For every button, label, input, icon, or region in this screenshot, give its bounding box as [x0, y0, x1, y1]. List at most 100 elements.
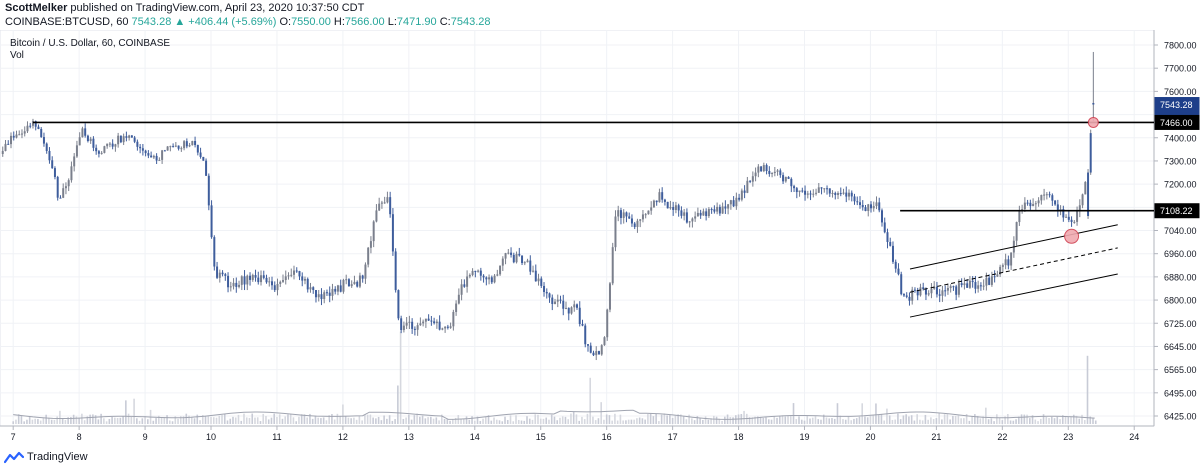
candle-body[interactable]: [202, 156, 205, 161]
candle-body[interactable]: [375, 210, 378, 222]
candle-body[interactable]: [625, 212, 628, 217]
candle-body[interactable]: [1043, 194, 1046, 196]
candle-body[interactable]: [944, 290, 947, 292]
candle-body[interactable]: [768, 170, 771, 174]
candle-body[interactable]: [265, 277, 268, 283]
candle-body[interactable]: [298, 271, 301, 277]
candle-body[interactable]: [367, 247, 370, 265]
candle-body[interactable]: [75, 145, 78, 157]
candle-body[interactable]: [4, 143, 7, 151]
candle-body[interactable]: [1062, 209, 1065, 218]
candle-body[interactable]: [869, 204, 872, 209]
candle-body[interactable]: [658, 192, 661, 203]
candle-body[interactable]: [218, 272, 221, 278]
candle-body[interactable]: [570, 307, 573, 314]
candle-body[interactable]: [779, 170, 782, 176]
candle-body[interactable]: [672, 207, 675, 210]
candle-body[interactable]: [488, 277, 491, 280]
candle-body[interactable]: [878, 202, 881, 211]
candle-body[interactable]: [391, 214, 394, 252]
candle-body[interactable]: [826, 188, 829, 190]
candle-body[interactable]: [254, 275, 257, 278]
candle-body[interactable]: [183, 141, 186, 149]
candle-body[interactable]: [523, 262, 526, 264]
candle-body[interactable]: [1089, 133, 1092, 173]
candle-body[interactable]: [510, 252, 513, 255]
candle-body[interactable]: [853, 196, 856, 202]
candle-body[interactable]: [913, 289, 916, 291]
candle-body[interactable]: [290, 274, 293, 276]
candle-body[interactable]: [955, 286, 958, 295]
candle-body[interactable]: [848, 192, 851, 197]
candle-body[interactable]: [20, 133, 23, 135]
candle-body[interactable]: [174, 145, 177, 147]
candle-body[interactable]: [86, 135, 89, 142]
candle-body[interactable]: [26, 125, 29, 132]
candle-body[interactable]: [867, 204, 870, 211]
candle-body[interactable]: [977, 285, 980, 289]
candle-body[interactable]: [875, 202, 878, 207]
candle-body[interactable]: [70, 166, 73, 181]
candle-body[interactable]: [688, 221, 691, 223]
candle-body[interactable]: [53, 168, 56, 177]
candle-body[interactable]: [661, 192, 664, 200]
candle-body[interactable]: [383, 202, 386, 204]
candle-body[interactable]: [1, 150, 4, 154]
candle-body[interactable]: [760, 166, 763, 172]
candle-body[interactable]: [636, 220, 639, 228]
candle-body[interactable]: [639, 219, 642, 221]
candle-body[interactable]: [416, 325, 419, 330]
candle-body[interactable]: [529, 260, 532, 272]
candle-body[interactable]: [446, 326, 449, 328]
candle-body[interactable]: [172, 146, 175, 148]
candle-body[interactable]: [960, 283, 963, 286]
candle-body[interactable]: [389, 197, 392, 215]
candle-body[interactable]: [194, 140, 197, 146]
candle-body[interactable]: [633, 223, 636, 228]
candle-body[interactable]: [1084, 182, 1087, 195]
candle-body[interactable]: [235, 282, 238, 287]
candle-body[interactable]: [600, 345, 603, 355]
candle-body[interactable]: [908, 296, 911, 301]
candle-body[interactable]: [499, 265, 502, 275]
candle-body[interactable]: [229, 286, 232, 288]
candle-body[interactable]: [64, 186, 67, 189]
candle-body[interactable]: [449, 326, 452, 328]
candle-body[interactable]: [823, 188, 826, 190]
candle-body[interactable]: [1048, 194, 1051, 196]
candle-body[interactable]: [301, 276, 304, 281]
candle-body[interactable]: [902, 294, 905, 296]
candle-body[interactable]: [650, 207, 653, 211]
candle-body[interactable]: [1054, 200, 1057, 205]
candle-body[interactable]: [938, 294, 941, 296]
candle-body[interactable]: [117, 135, 120, 145]
candle-body[interactable]: [457, 294, 460, 304]
candle-body[interactable]: [422, 321, 425, 324]
candle-body[interactable]: [196, 145, 199, 153]
candle-body[interactable]: [1040, 194, 1043, 201]
candle-body[interactable]: [227, 275, 230, 288]
candle-body[interactable]: [207, 175, 210, 206]
candle-body[interactable]: [133, 137, 136, 142]
candle-body[interactable]: [468, 274, 471, 277]
candle-body[interactable]: [306, 278, 309, 290]
candle-body[interactable]: [257, 277, 260, 283]
candle-body[interactable]: [614, 216, 617, 248]
candle-body[interactable]: [111, 143, 114, 147]
candle-body[interactable]: [677, 205, 680, 211]
candle-body[interactable]: [1023, 202, 1026, 210]
candle-body[interactable]: [644, 214, 647, 216]
candle-body[interactable]: [567, 307, 570, 314]
candle-body[interactable]: [48, 150, 51, 161]
candle-body[interactable]: [128, 135, 131, 138]
candle-body[interactable]: [537, 278, 540, 282]
candle-body[interactable]: [782, 175, 785, 182]
candle-body[interactable]: [834, 192, 837, 195]
candle-body[interactable]: [1076, 210, 1079, 222]
candle-body[interactable]: [974, 282, 977, 289]
candle-body[interactable]: [551, 297, 554, 304]
candle-body[interactable]: [251, 275, 254, 280]
candle-body[interactable]: [773, 171, 776, 174]
candle-body[interactable]: [276, 283, 279, 291]
candle-body[interactable]: [581, 323, 584, 326]
